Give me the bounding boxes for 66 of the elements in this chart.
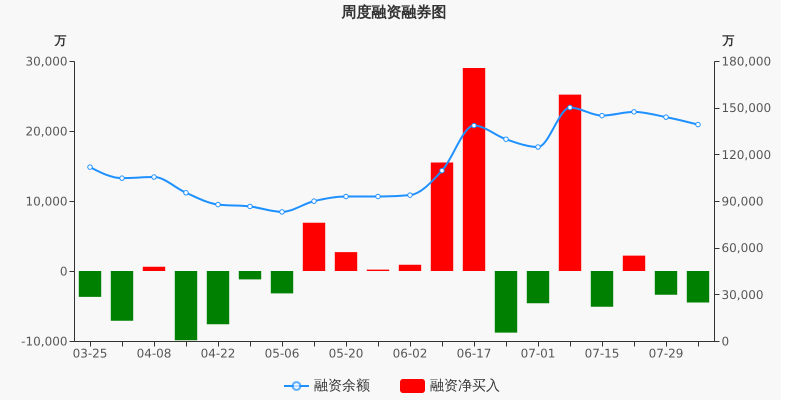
point	[311, 198, 317, 204]
legend-label: 融资净买入	[430, 378, 500, 394]
point	[631, 109, 637, 115]
x-tick-label: 04-08	[136, 346, 172, 360]
bar	[78, 271, 102, 297]
y2-axis-title: 万	[722, 34, 734, 48]
bar	[142, 266, 166, 271]
y-tick-label: 20,000	[26, 124, 68, 138]
y-tick-label: 10,000	[26, 194, 68, 208]
point	[695, 122, 701, 128]
bar	[430, 162, 454, 271]
point	[215, 202, 221, 208]
point	[663, 114, 669, 120]
bar	[590, 271, 614, 307]
x-tick-label: 07-29	[648, 346, 684, 360]
bar	[686, 271, 710, 302]
bar	[494, 271, 518, 333]
bar	[270, 271, 294, 294]
y-tick-label: 0	[60, 264, 68, 278]
point	[567, 104, 573, 110]
point	[151, 174, 157, 180]
point	[279, 209, 285, 215]
y-axis-title: 万	[54, 34, 66, 48]
point	[535, 144, 541, 150]
bar	[302, 222, 326, 271]
bar	[622, 256, 646, 271]
bar	[110, 271, 134, 321]
bar	[398, 264, 422, 271]
x-tick-label: 07-15	[584, 346, 620, 360]
bar	[526, 271, 550, 304]
y2-tick-label: 60,000	[722, 241, 764, 256]
y2-tick-label: 90,000	[722, 194, 764, 208]
point	[407, 192, 413, 198]
legend-label: 融资余额	[314, 378, 370, 394]
bar	[334, 252, 358, 271]
bar	[206, 271, 230, 324]
bar	[654, 271, 678, 295]
bar	[558, 94, 582, 271]
x-tick-label: 04-22	[200, 346, 236, 360]
point	[375, 194, 381, 200]
x-tick-label: 05-20	[328, 346, 364, 360]
x-tick-label: 05-06	[264, 346, 300, 360]
y-tick-label: -10,000	[21, 334, 68, 348]
bar	[174, 271, 198, 340]
point	[471, 122, 477, 128]
y2-tick-label: 150,000	[722, 101, 772, 116]
chart-title: 周度融资融券图	[340, 3, 446, 21]
y2-tick-label: 30,000	[722, 288, 764, 302]
point	[247, 204, 253, 210]
point	[343, 194, 349, 200]
x-tick-label: 06-17	[456, 346, 492, 360]
point	[503, 136, 509, 142]
x-tick-label: 07-01	[520, 346, 556, 360]
point	[439, 168, 445, 174]
point	[183, 190, 189, 196]
point	[599, 112, 605, 118]
point	[119, 175, 125, 181]
y2-tick-label: 0	[722, 334, 730, 348]
y-tick-label: 30,000	[26, 54, 68, 68]
y2-tick-label: 120,000	[722, 148, 772, 162]
bar	[238, 271, 262, 280]
bar	[462, 68, 486, 271]
x-tick-label: 06-02	[392, 346, 428, 360]
y2-tick-label: 180,000	[722, 54, 772, 68]
point	[87, 164, 93, 170]
x-tick-label: 03-25	[72, 346, 108, 360]
